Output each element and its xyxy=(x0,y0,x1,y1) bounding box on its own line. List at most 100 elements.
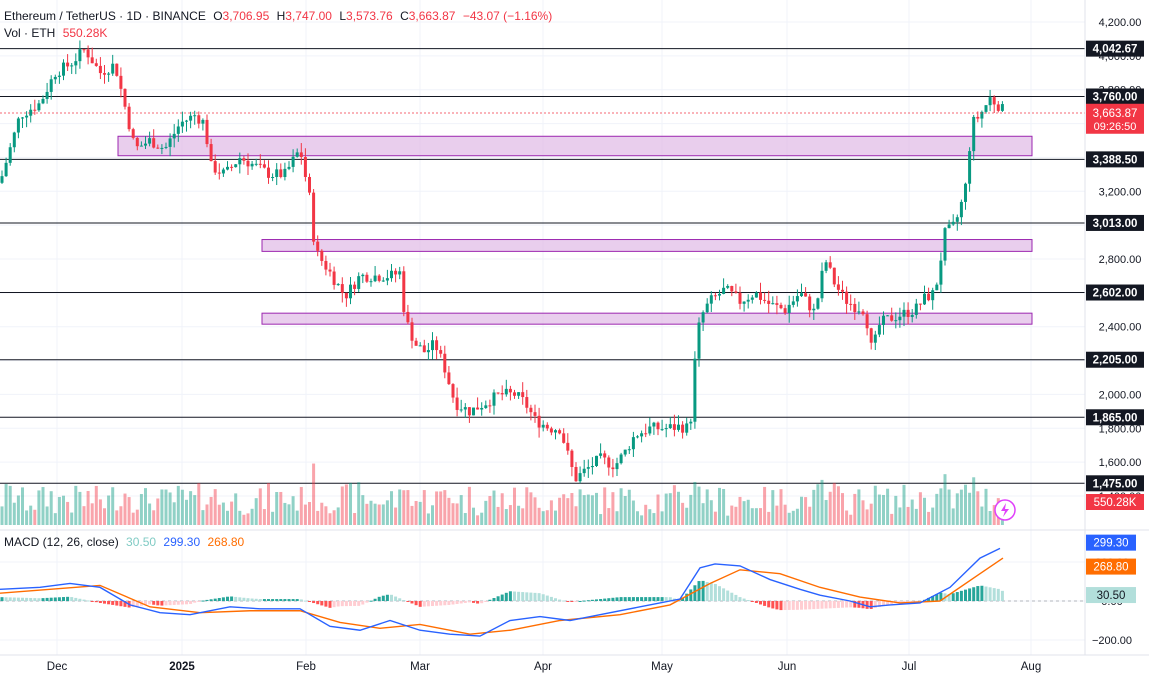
macd-histogram-bar xyxy=(562,600,566,602)
candle-body xyxy=(841,289,844,292)
macd-histogram-bar xyxy=(582,600,586,602)
volume-bar xyxy=(267,483,270,525)
volume-bar xyxy=(853,493,857,525)
macd-histogram-bar xyxy=(865,601,869,609)
volume-label[interactable]: Vol · ETH xyxy=(4,26,56,40)
current-price-badge xyxy=(1086,103,1144,134)
volume-bar xyxy=(820,479,824,525)
time-axis[interactable]: Dec 2025 Feb Mar Apr May Jun Jul Aug xyxy=(47,661,1041,673)
candle-body xyxy=(467,407,471,416)
volume-bar xyxy=(701,503,705,525)
candle-body xyxy=(750,297,754,300)
supply-demand-zones xyxy=(117,135,1033,325)
volume-bar xyxy=(800,496,803,525)
candle-body xyxy=(53,76,57,80)
macd-histogram-bar xyxy=(37,598,41,601)
volume-bar xyxy=(623,495,627,525)
macd-histogram-bar xyxy=(959,590,963,601)
macd-histogram-bar xyxy=(168,601,172,606)
macd-label[interactable]: MACD (12, 26, close) xyxy=(4,535,119,549)
volume-bar xyxy=(258,488,262,525)
macd-histogram-bar xyxy=(287,599,291,601)
volume-bar xyxy=(841,493,844,525)
volume-bar xyxy=(992,505,996,525)
volume-bar xyxy=(418,501,422,525)
candle-body xyxy=(656,422,660,430)
volume-bar xyxy=(160,489,164,525)
candle-body xyxy=(135,137,139,147)
candle-body xyxy=(340,284,344,293)
volume-bar xyxy=(845,510,849,525)
level-badge xyxy=(1086,351,1144,368)
volume-bar xyxy=(353,513,357,525)
candle-body xyxy=(488,405,492,407)
macd-histogram-bar xyxy=(70,597,74,601)
volume-bar xyxy=(726,515,730,525)
candle-body xyxy=(611,467,615,470)
macd-line xyxy=(0,547,1001,637)
candle-body xyxy=(172,133,176,139)
candle-body xyxy=(853,303,857,313)
macd-histogram-bar xyxy=(496,596,500,601)
candle-body xyxy=(923,293,926,305)
macd-histogram-bar xyxy=(611,597,615,601)
macd-histogram-bar xyxy=(299,599,303,601)
candle-body xyxy=(443,353,447,373)
candle-body xyxy=(139,145,143,147)
macd-histogram-bar xyxy=(882,601,885,606)
price-tick: 2,400.00 xyxy=(1099,322,1142,334)
macd-histogram-bar xyxy=(369,600,373,602)
macd-histogram-bar xyxy=(1000,590,1004,601)
macd-histogram-bar xyxy=(566,601,570,602)
candle-body xyxy=(906,309,910,317)
level-label: 3,388.50 xyxy=(1093,154,1138,166)
volume-bar xyxy=(455,503,459,525)
macd-histogram-bar xyxy=(689,589,693,601)
macd-badge-label: 30.50 xyxy=(1097,590,1126,602)
candle-body xyxy=(123,88,127,107)
volume-bar xyxy=(599,514,603,525)
candle-body xyxy=(677,424,680,430)
macd-histogram-bar xyxy=(570,601,574,602)
macd-histogram-bar xyxy=(828,601,832,609)
candle-body xyxy=(845,291,849,304)
candle-body xyxy=(185,120,188,122)
candle-body xyxy=(681,424,685,433)
macd-histogram-bar xyxy=(484,601,488,602)
macd-histogram-bar xyxy=(463,601,467,603)
volume-bar xyxy=(746,499,750,525)
volume-bar xyxy=(804,497,808,525)
macd-histogram-bar xyxy=(800,601,803,610)
macd-histogram-bar xyxy=(226,596,229,601)
volume-bar xyxy=(627,489,631,525)
macd-histogram-bar xyxy=(832,601,836,609)
macd-histogram-bar xyxy=(902,601,906,603)
candle-body xyxy=(426,350,430,353)
candle-body xyxy=(463,407,467,410)
symbol-title[interactable]: Ethereum / TetherUS · 1D · BINANCE xyxy=(4,9,206,23)
macd-histogram-bar xyxy=(246,598,250,601)
candle-body xyxy=(525,397,529,408)
volume-bar xyxy=(414,500,418,525)
candle-body xyxy=(521,392,525,398)
candle-body xyxy=(103,73,106,75)
macd-histogram-bar xyxy=(156,601,160,606)
volume-bar xyxy=(824,500,828,525)
current-price-label: 3,663.87 xyxy=(1093,108,1138,120)
time-tick: Dec xyxy=(47,661,68,673)
candle-body xyxy=(931,290,935,301)
candle-body xyxy=(262,164,266,168)
volume-bar xyxy=(644,504,648,525)
macd-histogram-bar xyxy=(767,601,771,608)
macd-histogram-bar xyxy=(193,601,197,603)
volume-bar xyxy=(951,508,955,525)
macd-histogram-bar xyxy=(291,599,295,601)
candle-body xyxy=(328,269,332,272)
time-tick: 2025 xyxy=(169,661,195,673)
volume-bar xyxy=(340,486,344,525)
volume-bar xyxy=(45,506,49,525)
volume-bar xyxy=(78,491,82,525)
volume-bar xyxy=(705,489,709,525)
